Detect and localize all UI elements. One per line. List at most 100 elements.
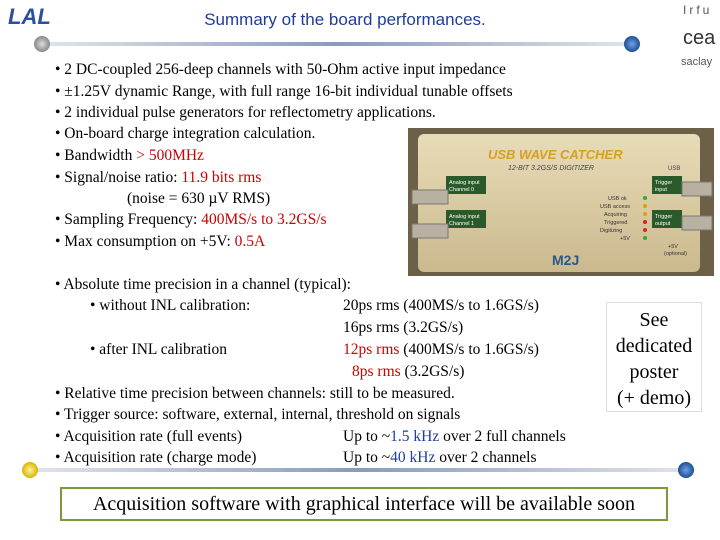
text: (3.2GS/s) bbox=[400, 363, 465, 380]
text: • On-board charge integration calculatio… bbox=[55, 125, 316, 142]
device-subtitle: 12-BIT 3.2GS/S DIGITIZER bbox=[508, 165, 594, 172]
led-label: Acquiring bbox=[604, 212, 627, 218]
bullet: • 2 individual pulse generators for refl… bbox=[55, 104, 436, 122]
bullet: • ±1.25V dynamic Range, with full range … bbox=[55, 83, 513, 101]
poster-note: See dedicated poster (+ demo) bbox=[606, 302, 702, 412]
text: over 2 channels bbox=[435, 449, 537, 466]
device-label: output bbox=[655, 221, 671, 227]
led-label: Digitizing bbox=[600, 228, 622, 234]
device-brand: M2J bbox=[552, 252, 579, 268]
device-label: Analog input bbox=[449, 214, 480, 220]
device: USB WAVE CATCHER 12-BIT 3.2GS/S DIGITIZE… bbox=[408, 128, 714, 276]
logo-lal: LAL bbox=[8, 4, 51, 29]
dot bbox=[624, 36, 640, 52]
bullet: • Acquisition rate (full events) bbox=[55, 428, 243, 445]
highlight: 0.5A bbox=[234, 233, 266, 250]
text: Up to ~ bbox=[343, 449, 391, 466]
value: 12ps rms (400MS/s to 1.6GS/s) bbox=[343, 341, 539, 359]
led-label: USB ok bbox=[608, 196, 627, 202]
value: Up to ~1.5 kHz over 2 full channels bbox=[343, 428, 566, 446]
text: • 2 individual pulse generators for refl… bbox=[55, 104, 436, 121]
text: • ±1.25V dynamic Range, with full range … bbox=[55, 83, 513, 100]
led bbox=[643, 228, 647, 232]
device-label: Analog input bbox=[449, 180, 480, 186]
bullet: • Sampling Frequency: 400MS/s to 3.2GS/s bbox=[55, 211, 327, 229]
label-plate bbox=[446, 210, 486, 228]
connector bbox=[411, 189, 449, 205]
poster-line: dedicated bbox=[615, 335, 693, 357]
bullet: (noise = 630 µV RMS) bbox=[127, 190, 270, 208]
text: Up to ~ bbox=[343, 428, 391, 445]
bullet: • 2 DC-coupled 256-deep channels with 50… bbox=[55, 61, 506, 79]
value: 20ps rms (400MS/s to 1.6GS/s) bbox=[343, 297, 539, 314]
led bbox=[643, 204, 647, 208]
text: • Bandwidth bbox=[55, 147, 137, 164]
dot bbox=[22, 462, 38, 478]
text: • Max consumption on +5V: bbox=[55, 233, 235, 250]
bullet: • On-board charge integration calculatio… bbox=[55, 125, 315, 143]
bullet: • Acquisition rate (charge mode) bbox=[55, 449, 257, 466]
bullet: • without INL calibration: bbox=[90, 297, 251, 314]
highlight: 400MS/s to 3.2GS/s bbox=[201, 211, 327, 228]
bullet: • Relative time precision between channe… bbox=[55, 385, 455, 402]
logo-cea: cea bbox=[683, 27, 716, 49]
slide-title: Summary of the board performances. bbox=[204, 10, 486, 29]
connector bbox=[411, 223, 449, 239]
value: Up to ~40 kHz over 2 channels bbox=[343, 449, 537, 467]
led bbox=[643, 220, 647, 224]
text: (400MS/s to 1.6GS/s) bbox=[399, 341, 539, 358]
device-label: Channel 1 bbox=[449, 221, 474, 227]
bullet: • after INL calibration bbox=[90, 341, 227, 358]
led bbox=[643, 212, 647, 216]
bullet: • Max consumption on +5V: 0.5A bbox=[55, 233, 265, 251]
device-label: Trigger bbox=[655, 214, 672, 220]
header-rule bbox=[45, 42, 630, 46]
connector bbox=[681, 215, 713, 231]
footer-box: Acquisition software with graphical inte… bbox=[60, 487, 668, 521]
text: • Sampling Frequency: bbox=[55, 211, 202, 228]
label-plate bbox=[446, 176, 486, 194]
highlight: 12ps rms bbox=[343, 341, 400, 358]
device-name: USB WAVE CATCHER bbox=[488, 147, 623, 162]
highlight: 1.5 kHz bbox=[390, 428, 440, 445]
highlight: > 500MHz bbox=[136, 147, 204, 164]
led-label: Triggered bbox=[604, 220, 627, 226]
device-label: input bbox=[655, 187, 667, 193]
logo-irfu: Irfu bbox=[683, 3, 712, 17]
dot bbox=[678, 462, 694, 478]
highlight: 8ps rms bbox=[352, 363, 401, 380]
led-label: USB access bbox=[600, 204, 630, 210]
led bbox=[643, 236, 647, 240]
bullet: • Trigger source: software, external, in… bbox=[55, 406, 461, 423]
value: 16ps rms (3.2GS/s) bbox=[343, 319, 464, 336]
label-plate bbox=[652, 176, 682, 194]
text: (noise = 630 µV RMS) bbox=[127, 190, 271, 207]
led bbox=[643, 196, 647, 200]
poster-line: See bbox=[639, 309, 669, 331]
device-label: Channel 0 bbox=[449, 187, 474, 193]
device-label: (optional) bbox=[664, 251, 687, 257]
highlight: 40 kHz bbox=[390, 449, 436, 466]
highlight: 11.9 bits rms bbox=[181, 169, 262, 186]
led-label: +5V bbox=[620, 236, 630, 242]
text: • Signal/noise ratio: bbox=[55, 169, 182, 186]
device-label: Trigger bbox=[655, 180, 672, 186]
text: • 2 DC-coupled 256-deep channels with 50… bbox=[55, 61, 506, 78]
connector bbox=[681, 181, 713, 197]
device-box bbox=[418, 134, 700, 272]
device-label: USB bbox=[668, 166, 680, 172]
poster-line: (+ demo) bbox=[616, 387, 692, 409]
bullet: • Bandwidth > 500MHz bbox=[55, 147, 204, 165]
dot bbox=[34, 36, 50, 52]
poster-line: poster bbox=[629, 361, 679, 383]
bullet: • Signal/noise ratio: 11.9 bits rms bbox=[55, 169, 261, 187]
label-plate bbox=[652, 210, 682, 228]
bullet: • Absolute time precision in a channel (… bbox=[55, 276, 351, 293]
device-label: +5V bbox=[668, 244, 678, 250]
text: over 2 full channels bbox=[439, 428, 566, 445]
footer-rule bbox=[32, 468, 684, 472]
logo-saclay: saclay bbox=[681, 56, 713, 68]
value: 8ps rms (3.2GS/s) bbox=[352, 363, 464, 381]
